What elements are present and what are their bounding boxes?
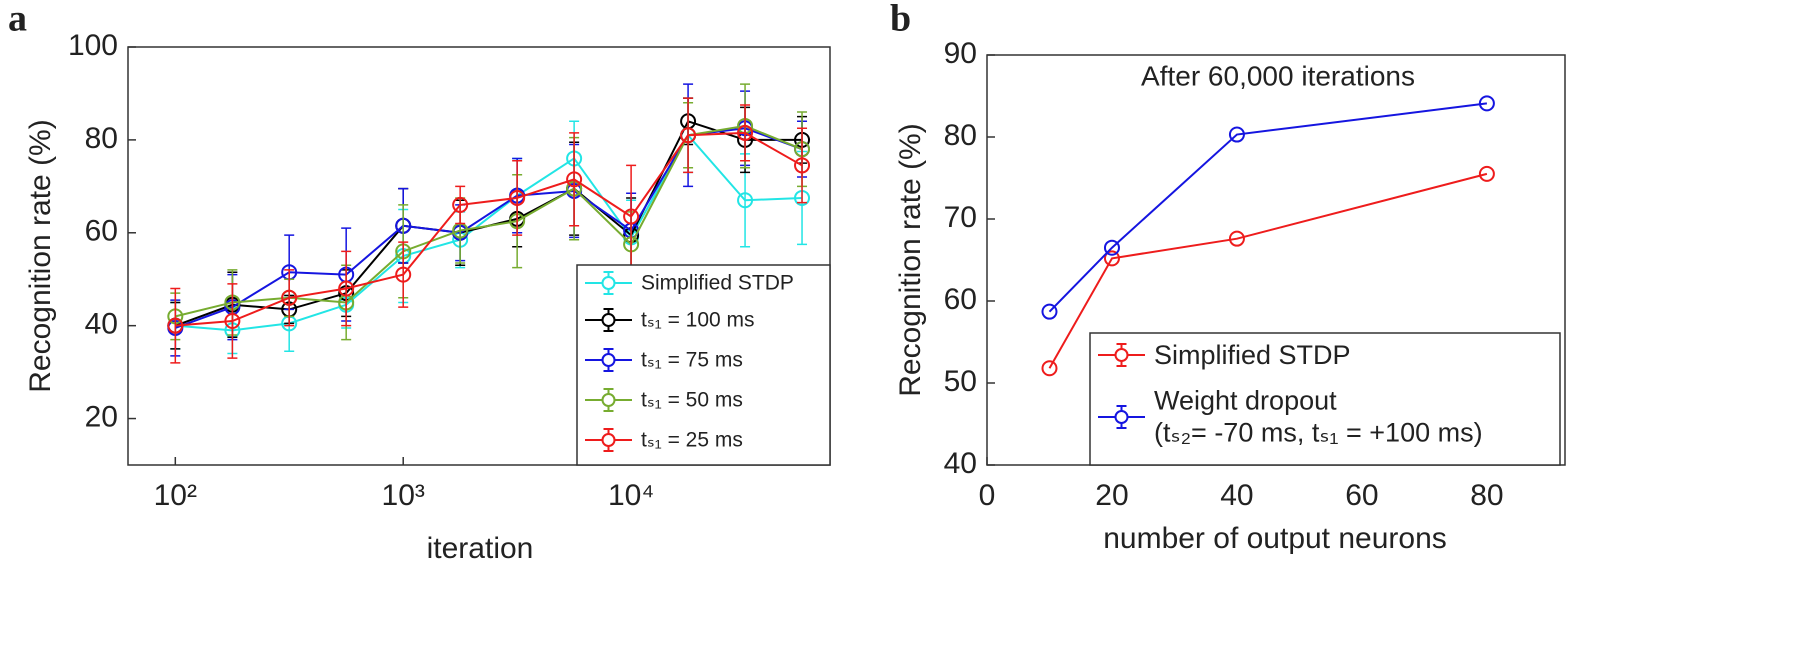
series-line: [175, 133, 803, 332]
x-tick-label: 10⁴: [608, 479, 654, 512]
x-tick-label: 10³: [382, 479, 425, 512]
data-point: [281, 289, 298, 306]
panel-label: a: [8, 0, 27, 40]
legend-marker: [1114, 348, 1129, 362]
y-tick-label: 60: [944, 283, 977, 316]
legend-marker: [1114, 410, 1129, 424]
plot-frame: [127, 46, 831, 466]
series-line: [175, 124, 803, 318]
data-point: [1103, 239, 1120, 256]
data-point: [1478, 95, 1495, 112]
error-bar: [455, 185, 466, 225]
legend-box: [576, 264, 831, 466]
legend-marker: [601, 393, 616, 407]
series-line: [1048, 172, 1488, 369]
data-point: [737, 124, 754, 141]
y-axis-label: Recognition rate (%): [24, 119, 57, 392]
x-tick-label: 60: [1345, 479, 1378, 512]
legend-label: Simplified STDP: [1154, 339, 1351, 370]
legend-label: Weight dropout (tₛ₂= -70 ms, tₛ₁ = +100 …: [1154, 385, 1483, 448]
x-tick-label: 40: [1220, 479, 1253, 512]
error-bar: [284, 269, 295, 327]
y-tick-label: 80: [944, 119, 977, 152]
legend-marker: [601, 433, 616, 447]
legend-label: tₛ₁ = 100 ms: [641, 308, 755, 332]
annotation: After 60,000 iterations: [1141, 60, 1415, 91]
data-point: [680, 127, 697, 144]
y-axis-label: Recognition rate (%): [894, 123, 927, 396]
error-bar: [227, 283, 238, 359]
data-point: [338, 280, 355, 297]
y-tick-label: 50: [944, 365, 977, 398]
data-point: [1228, 126, 1245, 143]
legend-box: [1089, 332, 1561, 466]
data-point: [794, 157, 811, 174]
x-tick-label: 0: [979, 479, 996, 512]
error-bar: [569, 132, 580, 227]
legend-label: tₛ₁ = 75 ms: [641, 348, 743, 372]
error-bar: [512, 160, 523, 236]
error-bar: [626, 164, 637, 269]
error-bar: [683, 97, 694, 174]
data-point: [1103, 250, 1120, 267]
data-point: [1041, 360, 1058, 377]
x-axis-label: number of output neurons: [1103, 522, 1447, 555]
data-point: [509, 189, 526, 206]
y-tick-label: 90: [944, 37, 977, 70]
y-tick-label: 40: [944, 447, 977, 480]
legend-label: Simplified STDP: [641, 271, 794, 295]
y-tick-label: 80: [85, 122, 118, 155]
error-bar: [398, 241, 409, 308]
data-point: [566, 171, 583, 188]
legend-label: tₛ₁ = 50 ms: [641, 388, 743, 412]
x-axis-label: iteration: [427, 532, 534, 565]
legend-marker: [601, 353, 616, 367]
data-point: [1041, 303, 1058, 320]
y-tick-label: 100: [68, 29, 118, 62]
data-point: [224, 313, 241, 330]
legend-marker: [601, 276, 616, 290]
y-tick-label: 20: [85, 400, 118, 433]
legend-label: tₛ₁ = 25 ms: [641, 428, 743, 452]
data-point: [452, 196, 469, 213]
series-line: [1048, 102, 1488, 313]
error-bar: [341, 250, 352, 327]
data-point: [395, 266, 412, 283]
panel-label: b: [890, 0, 911, 40]
series-line: [175, 131, 803, 327]
data-point: [167, 317, 184, 334]
y-tick-label: 40: [85, 308, 118, 341]
data-point: [623, 208, 640, 225]
data-point: [737, 192, 754, 209]
data-point: [1228, 230, 1245, 247]
x-tick-label: 10²: [154, 479, 197, 512]
y-tick-label: 70: [944, 201, 977, 234]
error-bar: [797, 127, 808, 204]
legend-marker: [601, 313, 616, 327]
data-point: [1478, 165, 1495, 182]
x-tick-label: 20: [1095, 479, 1128, 512]
x-tick-label: 80: [1470, 479, 1503, 512]
y-tick-label: 60: [85, 215, 118, 248]
error-bar: [170, 287, 181, 364]
error-bar: [740, 104, 751, 162]
